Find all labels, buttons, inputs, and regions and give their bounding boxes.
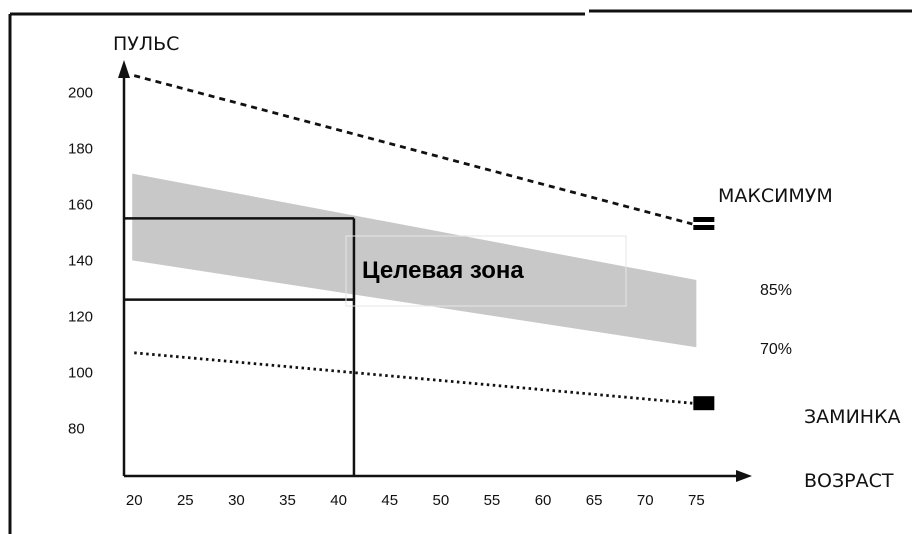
max-marker-bottom [693,225,714,230]
y-tick-label: 160 [68,196,93,213]
y-tick-label: 80 [68,420,85,437]
target-zone-label: Целевая зона [362,257,524,284]
x-tick-label: 25 [177,492,194,509]
y-axis-arrow [118,60,130,78]
x-tick-label: 75 [688,492,705,509]
series-label-maximum: МАКСИМУМ [718,185,833,207]
plot-area: Целевая зона 20 25 30 35 40 45 50 55 60 65 70 75 80 10… [68,60,752,509]
series-label-cooldown: ЗАМИНКА [804,406,901,428]
cooldown-line [134,353,692,403]
x-tick-label: 50 [432,492,449,509]
max-marker-top [693,217,714,222]
x-axis-title: ВОЗРАСТ [804,470,894,492]
x-tick-label: 45 [381,492,398,509]
x-axis-arrow [736,470,752,482]
y-tick-label: 200 [68,84,93,101]
y-tick-label: 140 [68,252,93,269]
y-tick-label: 180 [68,140,93,157]
x-tick-label: 20 [126,492,143,509]
band-upper-label: 85% [760,282,792,299]
x-tick-label: 40 [330,492,347,509]
x-tick-label: 35 [279,492,296,509]
y-tick-label: 120 [68,308,93,325]
x-tick-label: 65 [586,492,603,509]
x-tick-label: 55 [484,492,501,509]
band-lower-label: 70% [760,341,792,358]
y-axis-title: ПУЛЬС [113,33,179,55]
x-tick-label: 60 [535,492,552,509]
y-tick-label: 100 [68,364,93,381]
x-tick-label: 70 [637,492,654,509]
x-tick-label: 30 [228,492,245,509]
cooldown-marker [693,396,714,410]
